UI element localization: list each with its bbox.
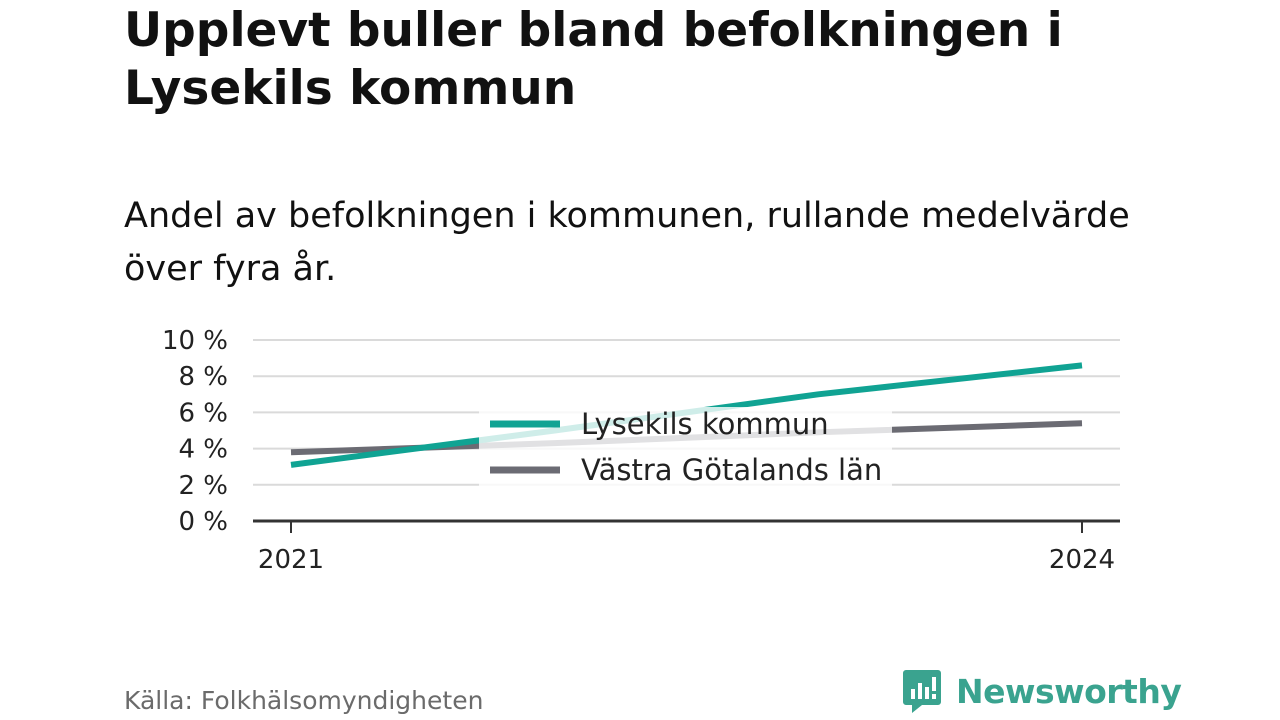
y-tick-label: 2 % [178, 471, 228, 501]
legend-label: Lysekils kommun [581, 407, 829, 441]
chart-title: Upplevt buller bland befolkningen i Lyse… [124, 3, 1063, 116]
source-text: Källa: Folkhälsomyndigheten [124, 686, 484, 715]
legend-label: Västra Götalands län [581, 453, 882, 487]
chart-subtitle: Andel av befolkningen i kommunen, rullan… [124, 196, 1130, 289]
x-axis-ticks: 2021 2024 [258, 521, 1115, 575]
y-tick-label: 6 % [178, 398, 228, 428]
newsworthy-logo-icon [903, 670, 941, 713]
brand-name: Newsworthy [956, 671, 1182, 711]
y-tick-label: 10 % [162, 326, 228, 356]
y-tick-label: 4 % [178, 435, 228, 465]
x-tick-label: 2021 [258, 545, 324, 575]
brand-logo[interactable]: Newsworthy [902, 668, 1182, 714]
x-tick-label: 2024 [1049, 545, 1115, 575]
line-chart: 0 % 2 % 4 % 6 % 8 % 10 % 2021 2024 Lysekils ko… [162, 326, 1120, 575]
legend: Lysekils kommun Västra Götalands län [479, 407, 892, 489]
y-axis-ticks: 0 % 2 % 4 % 6 % 8 % 10 % [162, 326, 228, 537]
y-tick-label: 8 % [178, 362, 228, 392]
y-tick-label: 0 % [178, 507, 228, 537]
